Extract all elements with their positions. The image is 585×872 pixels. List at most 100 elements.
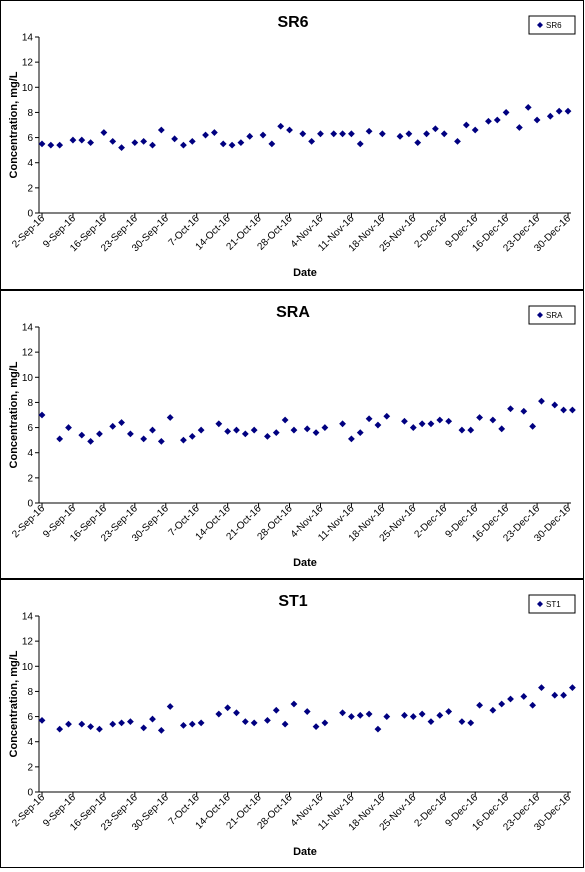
data-point (467, 719, 475, 727)
data-point (215, 710, 223, 718)
data-point (454, 137, 461, 145)
data-point (38, 411, 46, 419)
data-point (140, 724, 148, 732)
data-point (445, 417, 453, 425)
legend-marker (537, 312, 543, 318)
data-point (290, 700, 298, 708)
y-tick-label: 12 (22, 58, 34, 69)
data-point (462, 121, 470, 129)
data-point (188, 432, 196, 440)
data-point (569, 406, 576, 414)
data-point (210, 129, 218, 136)
data-point (96, 430, 103, 438)
data-point (476, 701, 483, 709)
data-point (78, 431, 86, 439)
data-point (440, 130, 448, 138)
legend-label: SRA (546, 311, 563, 320)
data-point (555, 107, 563, 115)
x-axis-label: Date (293, 846, 317, 858)
data-point (339, 709, 346, 717)
data-point (431, 125, 439, 133)
y-tick-label: 6 (27, 712, 33, 723)
data-point (96, 725, 103, 733)
data-point (131, 139, 139, 146)
data-point (272, 706, 280, 714)
data-point (237, 139, 245, 146)
data-point (312, 429, 320, 436)
data-point (140, 435, 148, 443)
x-tick-label: 2-Dec-16 (412, 213, 449, 250)
data-point (290, 426, 298, 434)
data-point (188, 137, 196, 145)
data-point (127, 718, 134, 725)
data-point (87, 139, 95, 146)
data-point (109, 137, 117, 145)
data-point (356, 429, 364, 436)
data-point (87, 723, 95, 731)
data-point (365, 127, 373, 135)
data-point (330, 130, 338, 138)
data-point (418, 420, 426, 428)
chart-panel-sra: SRA 0 2 4 6 8 10 12 14 2-Sep-16 9-Sep-16 16-Sep-16 2… (0, 290, 584, 579)
data-point (409, 424, 417, 431)
data-point (538, 684, 545, 692)
data-point (436, 711, 444, 719)
chart-svg: SR6024681012142-Sep-169-Sep-1616-Sep-162… (8, 14, 576, 279)
data-point (564, 107, 572, 115)
data-point (356, 140, 364, 148)
y-tick-label: 0 (27, 499, 33, 510)
legend: ST1 (528, 594, 576, 614)
data-point (348, 713, 355, 720)
data-point (233, 709, 240, 717)
data-point (485, 117, 492, 125)
data-point (109, 720, 117, 728)
data-point (427, 420, 435, 428)
data-point (281, 416, 289, 424)
y-tick-label: 4 (27, 448, 33, 459)
y-tick-label: 6 (27, 133, 33, 144)
data-point (339, 420, 346, 428)
data-point (445, 708, 453, 715)
data-point (78, 720, 86, 728)
data-point (339, 130, 346, 138)
data-point (458, 718, 466, 725)
y-tick-label: 10 (22, 83, 34, 94)
data-point (127, 430, 134, 438)
data-point (533, 116, 541, 124)
data-point (467, 426, 475, 434)
data-point (69, 136, 77, 144)
data-point (560, 691, 567, 699)
y-tick-label: 12 (22, 637, 34, 648)
data-point (224, 704, 232, 712)
data-point (56, 725, 64, 733)
data-point (423, 130, 430, 138)
data-point (171, 135, 179, 143)
data-point (312, 723, 320, 731)
data-point (197, 426, 205, 434)
data-point (520, 407, 528, 415)
data-point (215, 420, 223, 428)
data-point (418, 710, 426, 718)
data-point (250, 426, 258, 434)
data-point (268, 140, 276, 148)
data-point (493, 116, 501, 124)
y-tick-label: 2 (27, 473, 33, 484)
y-axis-label: Concentration, mg/L (8, 650, 20, 757)
y-tick-label: 8 (27, 398, 33, 409)
y-tick-label: 4 (27, 158, 33, 169)
data-point (241, 718, 249, 725)
data-point (277, 122, 285, 130)
data-point (409, 713, 417, 720)
data-point (498, 700, 506, 708)
data-point (180, 721, 187, 729)
data-point (321, 424, 329, 431)
y-tick-label: 6 (27, 423, 33, 434)
data-point (140, 137, 148, 145)
data-point (401, 417, 408, 425)
legend: SRA (528, 305, 576, 325)
data-point (65, 720, 72, 728)
data-point (78, 136, 86, 144)
data-point (272, 429, 280, 436)
y-tick-label: 10 (22, 373, 34, 384)
legend: SR6 (528, 15, 576, 35)
